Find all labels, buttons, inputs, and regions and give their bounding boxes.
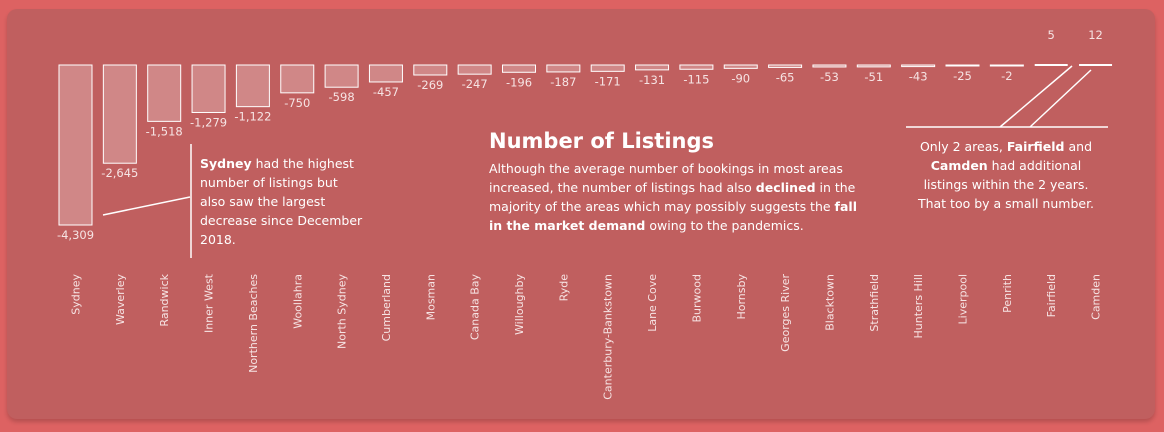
bar-randwick [147, 64, 182, 122]
bar-liverpool [945, 64, 980, 67]
sydney-note-text: had the highest number of listings but a… [200, 156, 363, 247]
bar-canterbury-bankstown [590, 64, 625, 72]
value-label-ryde: -187 [550, 75, 576, 89]
right-note-text-3: had additional listings within the 2 yea… [917, 158, 1095, 211]
category-label-fairfield: Fairfield [1045, 274, 1058, 317]
bar-lane-cove [635, 64, 670, 71]
category-label-strathfield: Strathfield [868, 274, 881, 332]
chart-title: Number of Listings [489, 129, 715, 153]
value-label-penrith: -2 [1001, 69, 1012, 83]
value-label-inner-west: -1,279 [190, 115, 227, 129]
bar-cumberland [368, 64, 403, 83]
chart-description: Although the average number of bookings … [489, 159, 864, 235]
category-label-inner-west: Inner West [203, 273, 216, 333]
value-label-burwood: -115 [683, 72, 709, 86]
camden-callout-line [1029, 69, 1092, 128]
description-part-0: Although the average number of bookings … [489, 161, 843, 195]
category-label-camden: Camden [1090, 274, 1103, 320]
bar-mosman [413, 64, 448, 76]
category-label-randwick: Randwick [158, 273, 171, 326]
value-label-liverpool: -25 [953, 69, 972, 83]
bar-inner-west [191, 64, 226, 113]
sydney-callout-line [102, 196, 191, 216]
value-label-mosman: -269 [417, 78, 443, 92]
bar-burwood [679, 64, 714, 70]
value-label-hunters-hill: -43 [909, 70, 928, 84]
bar-ryde [546, 64, 581, 73]
category-label-north-sydney: North Sydney [336, 274, 349, 349]
category-label-ryde: Ryde [557, 274, 570, 302]
category-label-canada-bay: Canada Bay [469, 274, 482, 341]
value-label-canada-bay: -247 [462, 77, 488, 91]
right-note-fairfield: Fairfield [1006, 139, 1065, 154]
bar-hornsby [723, 64, 758, 69]
value-label-randwick: -1,518 [146, 124, 183, 138]
bar-canada-bay [457, 64, 492, 75]
bar-penrith [989, 64, 1024, 67]
category-label-willoughby: Willoughby [513, 274, 526, 335]
category-label-blacktown: Blacktown [823, 274, 836, 331]
bar-sydney [58, 64, 93, 226]
bar-willoughby [502, 64, 536, 73]
value-label-camden: 12 [1088, 28, 1103, 42]
category-label-northern-beaches: Northern Beaches [247, 274, 260, 373]
bar-hunters-hill [901, 64, 936, 68]
category-label-woollahra: Woollahra [291, 274, 304, 329]
value-label-blacktown: -53 [820, 70, 839, 84]
category-label-waverley: Waverley [114, 274, 127, 326]
category-label-liverpool: Liverpool [957, 274, 970, 324]
bar-waverley [102, 64, 137, 164]
category-label-burwood: Burwood [690, 274, 703, 322]
right-note-text-2: and [1064, 139, 1093, 154]
category-label-penrith: Penrith [1001, 274, 1014, 313]
category-label-hunters-hill: Hunters Hill [912, 274, 925, 339]
value-label-lane-cove: -131 [639, 73, 665, 87]
category-label-hornsby: Hornsby [735, 274, 748, 320]
bar-georges-river [768, 64, 803, 68]
category-label-cumberland: Cumberland [380, 274, 393, 341]
fairfield-callout-line [999, 65, 1073, 128]
value-label-northern-beaches: -1,122 [234, 110, 271, 124]
category-label-lane-cove: Lane Cove [646, 274, 659, 332]
value-label-cumberland: -457 [373, 85, 399, 99]
bar-blacktown [812, 64, 847, 68]
sydney-note-bold: Sydney [200, 156, 252, 171]
value-label-north-sydney: -598 [329, 90, 355, 104]
category-label-mosman: Mosman [424, 274, 437, 320]
description-part-2: in the majority of the areas which may p… [489, 180, 856, 214]
category-label-georges-river: Georges River [779, 274, 792, 352]
value-label-strathfield: -51 [864, 70, 883, 84]
chart-panel [7, 9, 1155, 419]
sydney-annotation: Sydney had the highest number of listing… [200, 154, 365, 249]
value-label-georges-river: -65 [776, 70, 795, 84]
value-label-waverley: -2,645 [101, 166, 138, 180]
value-label-willoughby: -196 [506, 75, 532, 89]
bar-northern-beaches [235, 64, 270, 108]
value-label-woollahra: -750 [284, 96, 310, 110]
value-label-canterbury-bankstown: -171 [595, 74, 621, 88]
bar-north-sydney [324, 64, 359, 88]
bar-strathfield [856, 64, 891, 68]
value-label-sydney: -4,309 [57, 228, 94, 242]
value-label-fairfield: 5 [1048, 28, 1055, 42]
description-part-4: owing to the pandemics. [645, 218, 804, 233]
value-label-hornsby: -90 [731, 71, 750, 85]
right-note-text-1: Only 2 areas, [919, 139, 1007, 154]
fairfield-camden-annotation: Only 2 areas, Fairfield and Camden had a… [912, 137, 1100, 213]
category-label-sydney: Sydney [70, 274, 83, 315]
category-label-canterbury-bankstown: Canterbury-Bankstown [602, 274, 615, 400]
bar-woollahra [280, 64, 315, 94]
description-part-3: fall in the market demand [489, 199, 857, 233]
right-note-camden: Camden [930, 158, 988, 173]
description-part-1: declined [755, 180, 816, 195]
